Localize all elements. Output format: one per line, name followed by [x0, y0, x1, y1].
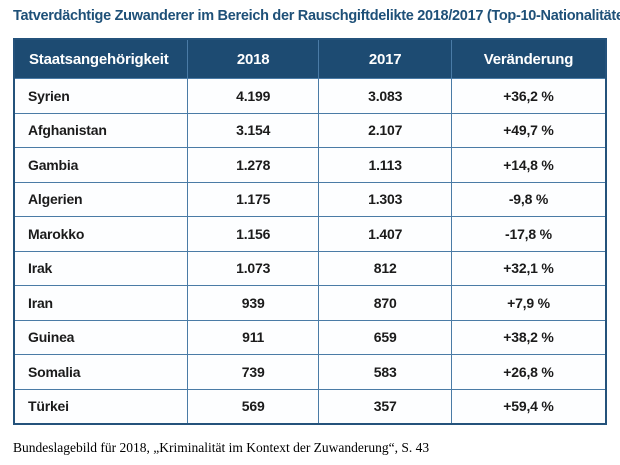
- table-row: Türkei 569 357 +59,4 %: [13, 388, 607, 425]
- cell-2018: 939: [186, 285, 320, 321]
- cell-change: +59,4 %: [450, 388, 607, 425]
- column-header-change: Veränderung: [450, 38, 607, 79]
- table-row: Syrien 4.199 3.083 +36,2 %: [13, 78, 607, 114]
- cell-2017: 1.113: [318, 147, 452, 183]
- cell-2017: 812: [318, 250, 452, 286]
- cell-country: Iran: [13, 285, 188, 321]
- column-header-nationality: Staatsangehörigkeit: [13, 38, 188, 79]
- column-header-2018: 2018: [186, 38, 320, 79]
- cell-change: +38,2 %: [450, 319, 607, 355]
- cell-change: +14,8 %: [450, 147, 607, 183]
- page-title: Tatverdächtige Zuwanderer im Bereich der…: [13, 8, 620, 24]
- cell-2017: 1.407: [318, 216, 452, 252]
- column-header-2017: 2017: [318, 38, 452, 79]
- cell-country: Türkei: [13, 388, 188, 425]
- table-row: Irak 1.073 812 +32,1 %: [13, 250, 607, 286]
- cell-country: Marokko: [13, 216, 188, 252]
- cell-2018: 3.154: [186, 112, 320, 148]
- cell-change: +26,8 %: [450, 354, 607, 390]
- cell-2018: 1.175: [186, 181, 320, 217]
- cell-change: +32,1 %: [450, 250, 607, 286]
- cell-country: Afghanistan: [13, 112, 188, 148]
- cell-2017: 357: [318, 388, 452, 425]
- nationalities-table: Staatsangehörigkeit 2018 2017 Veränderun…: [13, 38, 607, 425]
- cell-2018: 739: [186, 354, 320, 390]
- table-row: Guinea 911 659 +38,2 %: [13, 319, 607, 355]
- table-row: Afghanistan 3.154 2.107 +49,7 %: [13, 112, 607, 148]
- table-row: Gambia 1.278 1.113 +14,8 %: [13, 147, 607, 183]
- table-row: Iran 939 870 +7,9 %: [13, 285, 607, 321]
- cell-change: +36,2 %: [450, 78, 607, 114]
- cell-2018: 1.278: [186, 147, 320, 183]
- table-row: Somalia 739 583 +26,8 %: [13, 354, 607, 390]
- cell-2017: 583: [318, 354, 452, 390]
- cell-2018: 911: [186, 319, 320, 355]
- cell-2018: 4.199: [186, 78, 320, 114]
- cell-change: +7,9 %: [450, 285, 607, 321]
- cell-2018: 569: [186, 388, 320, 425]
- cell-2018: 1.073: [186, 250, 320, 286]
- cell-country: Irak: [13, 250, 188, 286]
- table-row: Algerien 1.175 1.303 -9,8 %: [13, 181, 607, 217]
- cell-2018: 1.156: [186, 216, 320, 252]
- cell-2017: 870: [318, 285, 452, 321]
- cell-country: Guinea: [13, 319, 188, 355]
- cell-change: -9,8 %: [450, 181, 607, 217]
- cell-country: Somalia: [13, 354, 188, 390]
- cell-change: -17,8 %: [450, 216, 607, 252]
- cell-country: Algerien: [13, 181, 188, 217]
- table-header-row: Staatsangehörigkeit 2018 2017 Veränderun…: [13, 38, 607, 79]
- source-caption: Bundeslagebild für 2018, „Kriminalität i…: [13, 440, 430, 455]
- cell-2017: 1.303: [318, 181, 452, 217]
- cell-2017: 659: [318, 319, 452, 355]
- cell-2017: 3.083: [318, 78, 452, 114]
- table-row: Marokko 1.156 1.407 -17,8 %: [13, 216, 607, 252]
- cell-change: +49,7 %: [450, 112, 607, 148]
- cell-2017: 2.107: [318, 112, 452, 148]
- cell-country: Syrien: [13, 78, 188, 114]
- cell-country: Gambia: [13, 147, 188, 183]
